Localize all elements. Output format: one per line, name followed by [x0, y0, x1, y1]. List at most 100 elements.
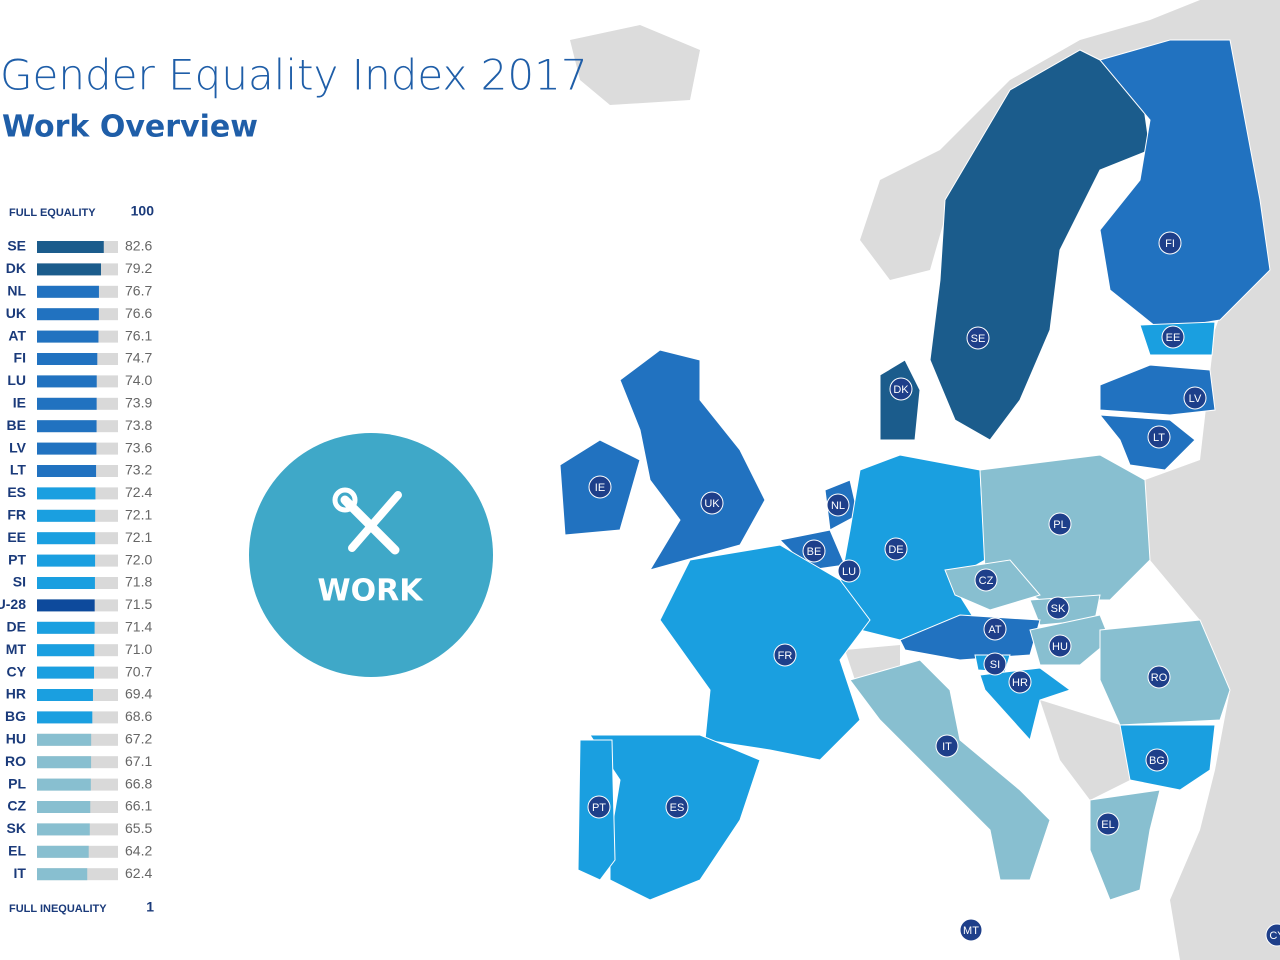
value-label: 71.5 [125, 596, 152, 612]
country-code: EU-28 [0, 596, 26, 612]
min-label: FULL INEQUALITY [9, 903, 107, 915]
country-code: FR [7, 507, 26, 523]
country-marker [959, 918, 983, 942]
country-label: HR [1012, 677, 1028, 689]
badge-label: WORK [318, 574, 425, 609]
country-marker [773, 643, 797, 667]
country-label: CZ [979, 575, 994, 587]
country-code: EL [8, 843, 26, 859]
country-label: AT [988, 624, 1002, 636]
bar [37, 509, 96, 522]
country-label: NL [831, 500, 845, 512]
country-marker [1048, 512, 1072, 536]
value-label: 76.6 [125, 305, 152, 321]
min-value: 1 [146, 899, 154, 915]
country-label: SE [971, 333, 986, 345]
bar [37, 711, 93, 724]
value-label: 71.0 [125, 641, 152, 657]
country-code: BE [7, 417, 26, 433]
bar [37, 733, 92, 746]
bar [37, 285, 99, 298]
value-label: 73.2 [125, 462, 152, 478]
country-code: CY [7, 663, 27, 679]
country-label: MT [963, 925, 979, 937]
country-code: EE [7, 529, 26, 545]
country [1029, 614, 1111, 666]
country-marker [587, 795, 611, 819]
bar [37, 823, 90, 836]
bar [37, 487, 96, 500]
country-code: HU [6, 731, 26, 747]
bar [37, 756, 92, 769]
value-label: 79.2 [125, 260, 152, 276]
country-label: FI [1165, 238, 1175, 250]
country-marker [588, 475, 612, 499]
country-label: PL [1053, 519, 1066, 531]
bar [37, 397, 97, 410]
country-marker [935, 734, 959, 758]
country-code: SE [7, 238, 26, 254]
bar [37, 644, 95, 657]
country-marker [966, 326, 990, 350]
country-label: EE [1166, 332, 1181, 344]
bar [37, 689, 93, 701]
country-code: UK [6, 305, 26, 321]
country-marker [802, 539, 826, 563]
country-label: FR [778, 650, 793, 662]
bar [37, 442, 97, 455]
country-label: BG [1149, 755, 1165, 767]
bar [37, 330, 99, 343]
country-marker [1008, 670, 1032, 694]
value-label: 68.6 [125, 708, 152, 724]
land [570, 25, 700, 105]
value-label: 67.1 [125, 753, 152, 769]
country-label: IE [595, 482, 605, 494]
country [979, 667, 1072, 742]
max-label: FULL EQUALITY [9, 207, 96, 219]
country-code: DK [6, 260, 26, 276]
bar [37, 465, 97, 477]
country-label: LU [842, 566, 856, 578]
value-label: 70.7 [125, 663, 152, 679]
country-marker [837, 559, 861, 583]
country-code: IE [13, 395, 26, 411]
country-marker [1096, 812, 1120, 836]
country [619, 349, 766, 571]
country-label: CY [1269, 930, 1280, 942]
value-label: 72.4 [125, 484, 152, 500]
country-marker [1161, 325, 1185, 349]
country-code: ES [7, 484, 26, 500]
value-label: 73.8 [125, 417, 152, 433]
badge [249, 433, 493, 677]
land [1040, 700, 1130, 800]
country-label: BE [807, 546, 822, 558]
value-label: 66.8 [125, 775, 152, 791]
value-label: 71.4 [125, 619, 152, 635]
country-code: IT [14, 865, 27, 881]
country-label: LT [1153, 432, 1165, 444]
value-label: 76.7 [125, 283, 152, 299]
country-code: PT [8, 551, 26, 567]
bar [37, 532, 96, 545]
country-label: SK [1051, 603, 1066, 615]
country-marker [889, 377, 913, 401]
country-code: PL [8, 775, 26, 791]
value-label: 71.8 [125, 574, 152, 590]
bar [37, 801, 91, 813]
bar [37, 666, 95, 679]
country-code: DE [7, 619, 26, 635]
land [1145, 300, 1280, 960]
value-label: 76.1 [125, 327, 152, 343]
value-label: 74.7 [125, 350, 152, 366]
country-marker [974, 568, 998, 592]
country-code: FI [14, 350, 26, 366]
country-code: LU [7, 372, 26, 388]
bar [37, 263, 101, 276]
country-label: PT [592, 802, 606, 814]
country-label: UK [704, 498, 720, 510]
country-code: AT [8, 327, 26, 343]
bar [37, 868, 88, 881]
bar [37, 845, 89, 858]
bar [37, 778, 91, 791]
country-marker [983, 652, 1007, 676]
